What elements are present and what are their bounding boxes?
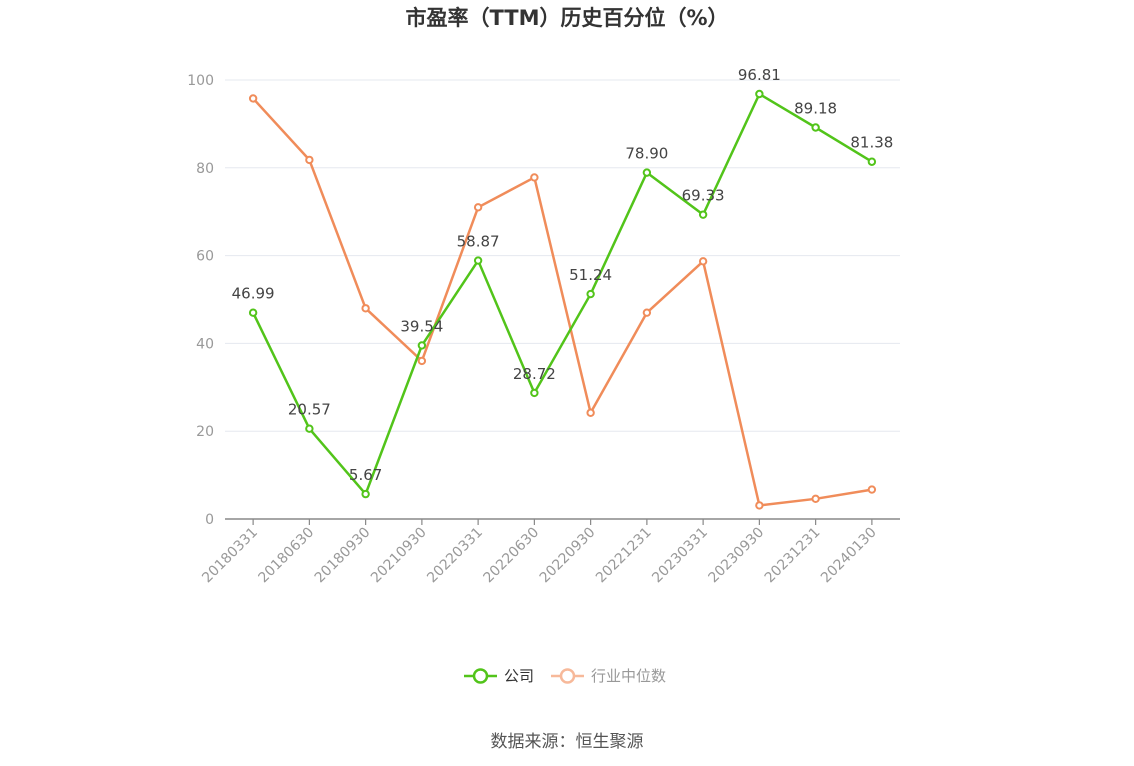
data-point[interactable] <box>755 89 764 99</box>
data-label: 81.38 <box>850 134 893 152</box>
data-label: 39.54 <box>400 317 443 335</box>
data-source-note: 数据来源：恒生聚源 <box>491 732 644 752</box>
data-point[interactable] <box>530 173 539 182</box>
x-tick-label: 20220331 <box>424 525 486 587</box>
data-point[interactable] <box>305 155 314 165</box>
data-point[interactable] <box>698 257 708 266</box>
data-point[interactable] <box>473 256 483 265</box>
y-tick-label: 60 <box>196 249 214 265</box>
data-point[interactable] <box>698 210 708 219</box>
data-label: 89.18 <box>794 99 837 117</box>
x-tick-label: 20180331 <box>199 525 261 587</box>
data-point[interactable] <box>417 356 427 366</box>
x-tick-label: 20210930 <box>368 525 430 587</box>
x-tick-label: 20240130 <box>818 525 880 587</box>
data-label: 5.67 <box>349 466 382 484</box>
series-industry-median <box>248 94 877 510</box>
data-label: 46.99 <box>232 285 275 303</box>
data-label: 28.72 <box>513 365 556 383</box>
data-point[interactable] <box>530 388 539 398</box>
x-tick-label: 20220930 <box>537 525 599 587</box>
y-axis: 0 20 40 60 80 100 <box>187 73 214 528</box>
y-tick-label: 20 <box>196 424 214 440</box>
data-label: 51.24 <box>569 266 612 284</box>
y-tick-label: 100 <box>187 73 214 89</box>
x-tick-label: 20231231 <box>762 525 824 587</box>
chart-title: 市盈率（TTM）历史百分位（%） <box>405 6 728 30</box>
legend-item-industry-median[interactable]: 行业中位数 <box>551 667 666 685</box>
data-point[interactable] <box>248 308 258 317</box>
data-point[interactable] <box>361 489 370 499</box>
data-point[interactable] <box>361 304 370 313</box>
x-tick-label: 20180630 <box>255 525 317 587</box>
data-point[interactable] <box>811 123 820 132</box>
legend-label: 公司 <box>504 667 534 685</box>
data-point[interactable] <box>755 501 764 510</box>
y-tick-label: 40 <box>196 336 214 352</box>
legend-marker-icon <box>472 668 489 684</box>
data-label: 20.57 <box>288 401 331 419</box>
data-point[interactable] <box>642 308 652 317</box>
data-point[interactable] <box>473 203 483 212</box>
x-axis: 2018033120180630201809302021093020220331… <box>199 518 900 587</box>
x-tick-label: 20230930 <box>705 525 767 587</box>
data-label: 96.81 <box>738 66 781 84</box>
data-label: 78.90 <box>625 145 668 163</box>
x-tick-label: 20220630 <box>480 525 542 587</box>
data-point[interactable] <box>248 94 258 103</box>
data-label: 58.87 <box>457 233 500 251</box>
data-point[interactable] <box>586 289 595 299</box>
data-point[interactable] <box>586 408 595 417</box>
x-tick-label: 20180930 <box>312 525 374 587</box>
grid-lines <box>225 79 900 432</box>
data-point[interactable] <box>867 157 877 166</box>
x-tick-label: 20230331 <box>649 525 711 587</box>
data-point[interactable] <box>305 424 314 433</box>
x-tick-label: 20221231 <box>593 525 655 587</box>
data-point[interactable] <box>867 485 877 494</box>
legend-label: 行业中位数 <box>591 667 666 685</box>
series-line <box>252 92 873 496</box>
series-company: 46.99 20.57 5.67 39.54 58.87 28.72 51.24 78.90 6… <box>232 66 893 499</box>
data-label: 69.33 <box>682 187 725 205</box>
legend-item-company[interactable]: 公司 <box>464 667 534 685</box>
y-tick-label: 0 <box>205 512 214 528</box>
legend[interactable]: 公司 行业中位数 <box>464 667 666 685</box>
data-point[interactable] <box>811 494 820 504</box>
series-line <box>252 97 873 507</box>
data-point[interactable] <box>642 168 652 177</box>
y-tick-label: 80 <box>196 161 214 177</box>
legend-marker-icon <box>559 668 576 684</box>
data-point[interactable] <box>417 341 427 350</box>
series-lines: 46.99 20.57 5.67 39.54 58.87 28.72 51.24 78.90 6… <box>232 66 893 510</box>
